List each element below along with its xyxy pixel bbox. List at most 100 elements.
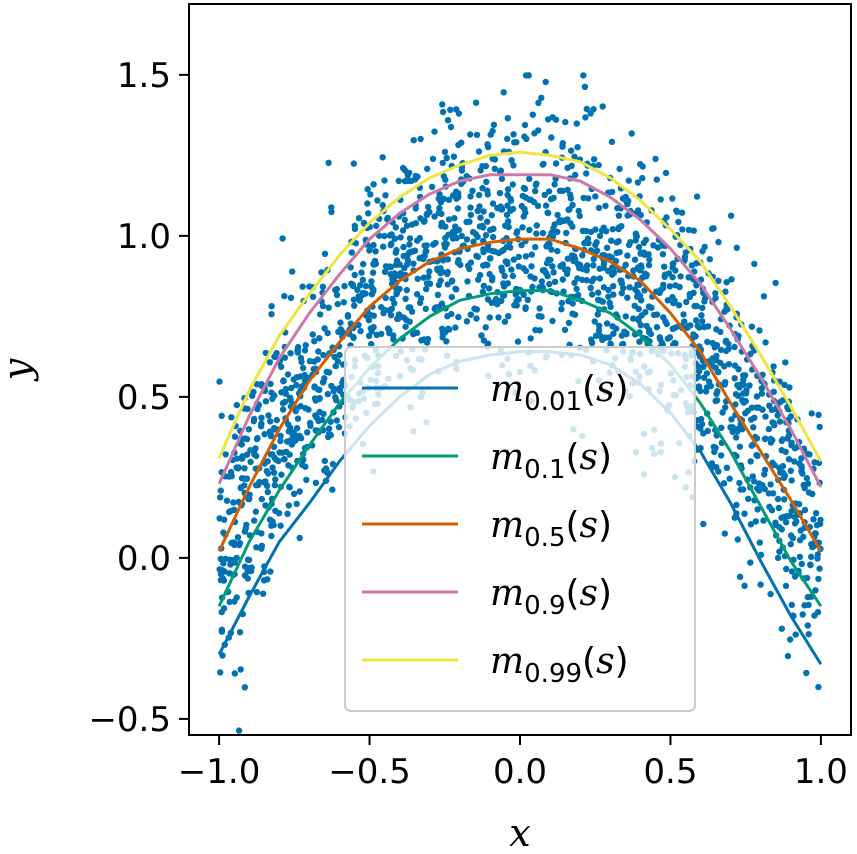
- scatter-point: [337, 319, 344, 326]
- scatter-point: [351, 271, 358, 279]
- scatter-point: [263, 482, 271, 489]
- scatter-point: [600, 284, 608, 291]
- scatter-point: [449, 228, 457, 236]
- scatter-point: [664, 335, 672, 342]
- scatter-point: [803, 475, 810, 482]
- scatter-point: [798, 468, 805, 475]
- scatter-point: [513, 139, 520, 146]
- scatter-point: [216, 566, 223, 573]
- scatter-point: [222, 451, 229, 458]
- scatter-point: [726, 475, 733, 482]
- scatter-point: [237, 484, 244, 492]
- scatter-point: [309, 331, 316, 338]
- scatter-point: [252, 508, 260, 515]
- scatter-point: [302, 404, 309, 412]
- scatter-point: [768, 406, 776, 413]
- scatter-point: [812, 510, 820, 517]
- scatter-point: [505, 218, 512, 225]
- scatter-point: [715, 277, 722, 284]
- scatter-point: [267, 451, 274, 458]
- scatter-point: [445, 196, 453, 203]
- scatter-point: [325, 433, 332, 441]
- scatter-point: [582, 114, 589, 121]
- scatter-point: [748, 404, 756, 411]
- scatter-point: [749, 473, 756, 480]
- scatter-point: [619, 195, 627, 202]
- scatter-point: [436, 191, 443, 198]
- scatter-point: [317, 311, 324, 318]
- scatter-point: [521, 185, 529, 193]
- scatter-point: [583, 105, 590, 113]
- scatter-point: [588, 291, 596, 298]
- scatter-point: [479, 185, 486, 192]
- scatter-point: [699, 304, 706, 312]
- scatter-point: [683, 298, 690, 306]
- scatter-point: [535, 127, 542, 134]
- scatter-point: [522, 72, 530, 79]
- scatter-point: [747, 458, 754, 465]
- scatter-point: [277, 437, 284, 445]
- scatter-point: [467, 311, 474, 318]
- scatter-point: [554, 211, 561, 219]
- scatter-point: [595, 161, 602, 169]
- scatter-point: [362, 282, 369, 290]
- scatter-point: [732, 434, 740, 441]
- scatter-point: [521, 121, 529, 129]
- x-axis-label: x: [509, 811, 530, 854]
- scatter-point: [237, 666, 244, 673]
- scatter-point: [448, 293, 455, 301]
- scatter-point: [306, 419, 314, 427]
- scatter-point: [646, 329, 653, 336]
- x-tick-label: 1.0: [794, 752, 848, 792]
- scatter-point: [347, 264, 354, 271]
- scatter-point: [565, 206, 572, 213]
- scatter-point: [776, 418, 784, 425]
- scatter-point: [340, 299, 347, 306]
- scatter-point: [487, 226, 494, 234]
- scatter-point: [590, 156, 598, 163]
- scatter-point: [406, 235, 414, 242]
- scatter-point: [333, 285, 340, 293]
- scatter-point: [288, 384, 295, 392]
- scatter-point: [256, 478, 263, 486]
- scatter-point: [276, 449, 283, 456]
- scatter-point: [406, 241, 413, 248]
- scatter-point: [504, 186, 512, 193]
- scatter-point: [254, 434, 261, 442]
- scatter-point: [811, 612, 818, 619]
- scatter-point: [387, 312, 395, 319]
- scatter-point: [660, 281, 667, 288]
- scatter-point: [765, 425, 773, 433]
- x-tick-label: −0.5: [328, 752, 411, 792]
- scatter-point: [386, 329, 393, 337]
- scatter-point: [637, 211, 644, 219]
- scatter-point: [268, 389, 275, 396]
- scatter-point: [559, 276, 566, 283]
- scatter-point: [796, 553, 804, 561]
- scatter-point: [312, 412, 319, 419]
- scatter-point: [783, 565, 790, 573]
- scatter-point: [538, 94, 545, 102]
- scatter-point: [630, 315, 637, 322]
- scatter-point: [615, 224, 622, 231]
- scatter-point: [778, 526, 785, 533]
- scatter-point: [539, 161, 546, 168]
- scatter-point: [247, 458, 254, 466]
- scatter-point: [638, 312, 645, 319]
- scatter-point: [717, 328, 724, 336]
- scatter-point: [600, 260, 608, 268]
- scatter-point: [479, 163, 486, 170]
- scatter-point: [787, 413, 794, 420]
- scatter-point: [244, 575, 251, 582]
- scatter-point: [454, 205, 462, 212]
- scatter-point: [404, 257, 412, 264]
- scatter-point: [657, 196, 664, 203]
- scatter-point: [712, 397, 719, 405]
- scatter-point: [788, 477, 795, 484]
- scatter-point: [452, 285, 459, 292]
- scatter-point: [747, 521, 755, 528]
- scatter-point: [507, 197, 515, 204]
- scatter-point: [722, 379, 729, 386]
- scatter-point: [258, 542, 266, 549]
- scatter-point: [539, 229, 547, 237]
